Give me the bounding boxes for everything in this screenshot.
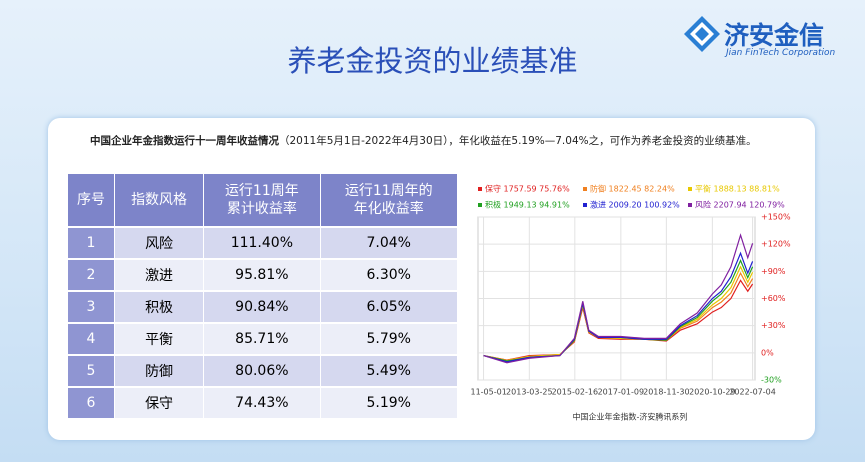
logo: 济安金信 Jian FinTech Corporation (682, 14, 835, 58)
table-cell: 激进 (114, 260, 205, 290)
table-header: 运行11周年的 年化收益率 (320, 174, 458, 226)
legend-label: 积极 1949.13 94.91% (485, 200, 570, 210)
y-tick-label: 0% (761, 348, 774, 357)
y-tick-label: +60% (761, 294, 786, 303)
x-tick-label: 2022-07-04 (729, 388, 776, 397)
table-cell: 防御 (114, 356, 205, 386)
table-cell: 80.06% (204, 356, 321, 386)
desc-rest: （2011年5月1日-2022年4月30日），年化收益在5.19%—7.04%之… (279, 135, 757, 147)
table-cell: 5 (68, 356, 115, 386)
legend-label: 防御 1822.45 82.24% (590, 184, 675, 194)
table-cell: 风险 (114, 228, 205, 258)
table-row: 3 积极 90.84% 6.05% (68, 292, 458, 322)
x-tick-label: 2018-11-30 (643, 388, 690, 397)
table-cell: 5.19% (320, 388, 458, 418)
legend-swatch (478, 203, 482, 207)
table-row: 6 保守 74.43% 5.19% (68, 388, 458, 418)
table-cell: 90.84% (204, 292, 321, 322)
legend-swatch (688, 187, 692, 191)
table: 序号 指数风格 运行11周年 累计收益率 运行11周年的 年化收益率 1 风险 111.40… (68, 172, 458, 420)
y-tick-label: +30% (761, 321, 786, 330)
chart: +150%+120%+90%+60%+30%0%-30%2011-05-0120… (470, 184, 791, 422)
table-cell: 111.40% (204, 228, 321, 258)
logo-sub: Jian FinTech Corporation (726, 48, 836, 58)
table-cell: 74.43% (204, 388, 321, 418)
x-tick-label: 2011-05-01 (470, 388, 507, 397)
table-cell: 85.71% (204, 324, 321, 354)
legend-swatch (583, 203, 587, 207)
table-cell: 5.49% (320, 356, 458, 386)
table-cell: 积极 (114, 292, 205, 322)
table-cell: 4 (68, 324, 115, 354)
table-cell: 6.30% (320, 260, 458, 290)
x-tick-label: 2015-02-16 (552, 388, 599, 397)
table-cell: 平衡 (114, 324, 205, 354)
table-cell: 保守 (114, 388, 205, 418)
series-line (483, 233, 754, 364)
y-tick-label: +150% (761, 213, 791, 222)
title: 养老金投资的业绩基准 (287, 44, 578, 78)
table-header: 运行11周年 累计收益率 (204, 174, 321, 226)
y-tick-label: +120% (761, 240, 791, 249)
table-cell: 95.81% (204, 260, 321, 290)
table-cell: 5.79% (320, 324, 458, 354)
logo-name: 济安金信 (724, 21, 825, 50)
x-tick-label: 2013-03-25 (506, 388, 553, 397)
table-row: 1 风险 111.40% 7.04% (68, 228, 458, 258)
logo-icon (684, 16, 720, 52)
legend-label: 保守 1757.59 75.76% (485, 184, 570, 194)
x-tick-label: 2017-01-09 (598, 388, 645, 397)
table-cell: 6 (68, 388, 115, 418)
y-tick-label: -30% (761, 376, 782, 385)
legend-swatch (688, 203, 692, 207)
legend-label: 平衡 1888.13 88.81% (695, 184, 780, 194)
table-cell: 2 (68, 260, 115, 290)
table-header: 指数风格 (114, 174, 205, 226)
table-cell: 1 (68, 228, 115, 258)
legend-label: 风险 2207.94 120.79% (695, 200, 785, 210)
x-tick-label: 2020-10-29 (689, 388, 736, 397)
table-header: 序号 (68, 174, 115, 226)
chart-source: 中国企业年金指数-济安腾讯系列 (573, 412, 688, 422)
table-cell: 7.04% (320, 228, 458, 258)
legend-swatch (583, 187, 587, 191)
table-cell: 3 (68, 292, 115, 322)
y-tick-label: +90% (761, 267, 786, 276)
table-row: 2 激进 95.81% 6.30% (68, 260, 458, 290)
table-cell: 6.05% (320, 292, 458, 322)
legend-label: 激进 2009.20 100.92% (590, 200, 680, 210)
legend-swatch (478, 187, 482, 191)
table-row: 5 防御 80.06% 5.49% (68, 356, 458, 386)
desc-bold: 中国企业年金指数运行十一周年收益情况 (90, 135, 279, 147)
table-row: 4 平衡 85.71% 5.79% (68, 324, 458, 354)
description: 中国企业年金指数运行十一周年收益情况（2011年5月1日-2022年4月30日）… (90, 133, 757, 148)
